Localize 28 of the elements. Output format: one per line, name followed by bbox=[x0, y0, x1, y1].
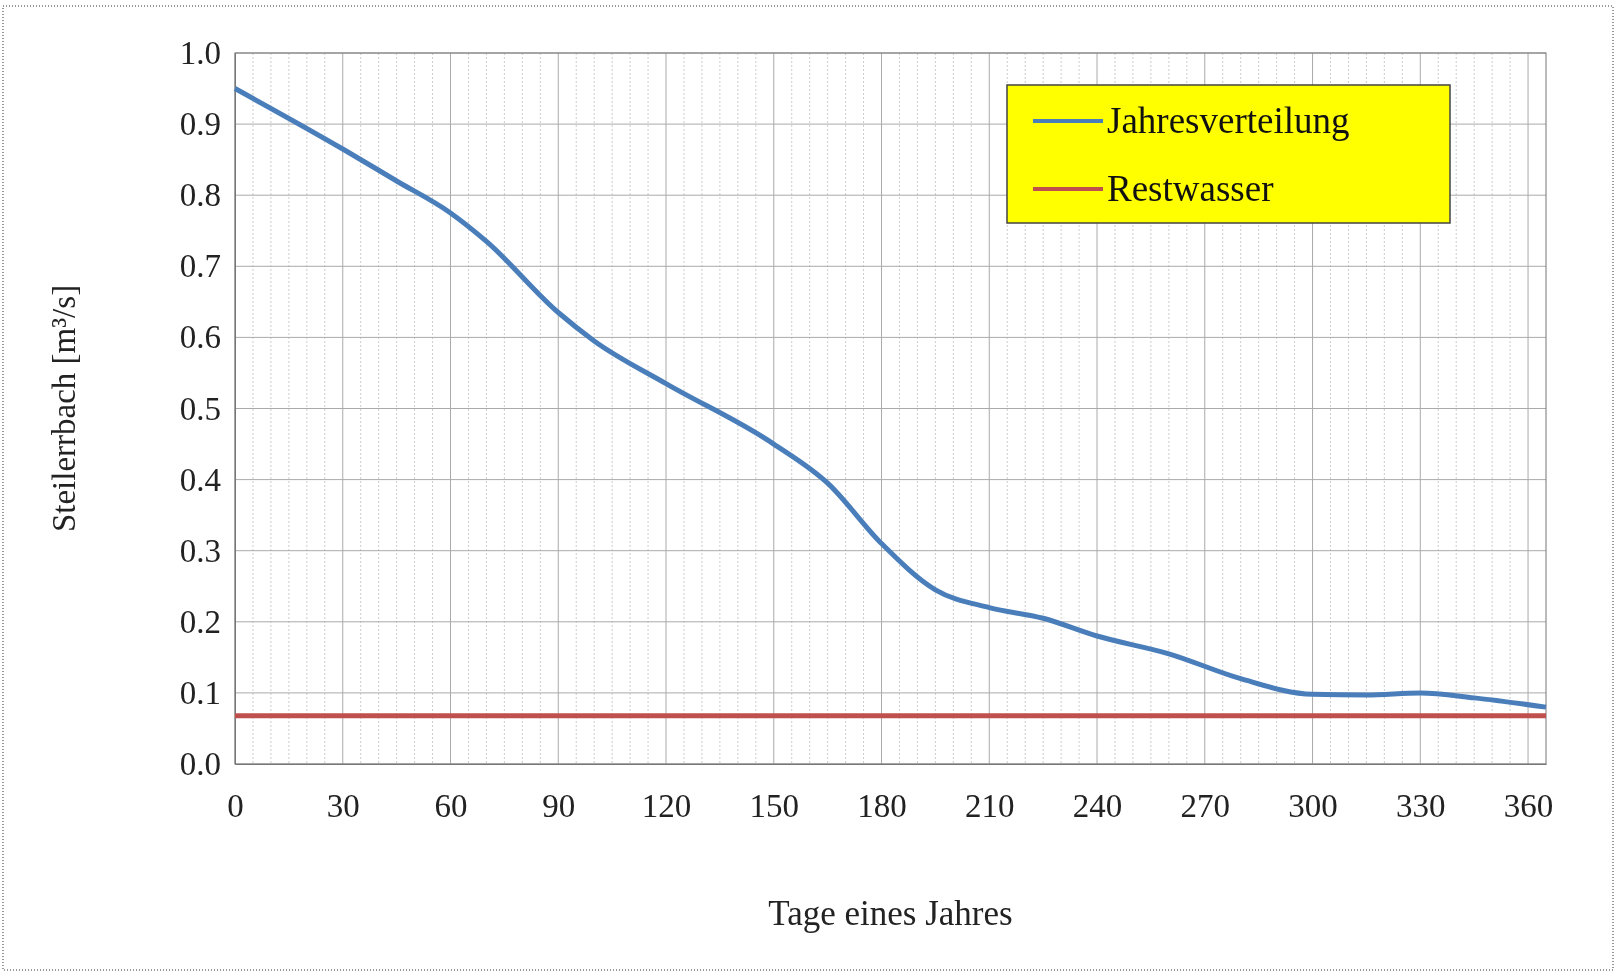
y-tick-label: 1.0 bbox=[179, 35, 221, 72]
x-tick-label: 150 bbox=[749, 788, 800, 825]
legend-label: Jahresverteilung bbox=[1107, 100, 1350, 141]
x-tick-label: 360 bbox=[1503, 788, 1554, 825]
x-tick-label: 330 bbox=[1396, 788, 1446, 825]
legend-label: Restwasser bbox=[1107, 168, 1274, 209]
y-tick-label: 0.4 bbox=[179, 461, 221, 498]
y-tick-label: 0.2 bbox=[179, 603, 221, 640]
x-tick-label: 60 bbox=[434, 788, 468, 825]
y-tick-label: 0.9 bbox=[179, 106, 221, 143]
y-tick-label: 0.6 bbox=[179, 319, 221, 356]
x-tick-label: 120 bbox=[641, 788, 692, 825]
y-tick-label: 0.1 bbox=[179, 674, 221, 711]
x-tick-label: 180 bbox=[857, 788, 907, 825]
y-tick-label: 0.7 bbox=[179, 248, 221, 285]
x-tick-label: 30 bbox=[326, 788, 360, 825]
x-tick-label: 300 bbox=[1288, 788, 1338, 825]
y-tick-label: 0.8 bbox=[179, 177, 221, 214]
y-tick-label: 0.3 bbox=[179, 532, 221, 569]
y-tick-label: 0.5 bbox=[179, 390, 221, 427]
x-tick-label: 90 bbox=[542, 788, 576, 825]
x-axis-title: Tage eines Jahres bbox=[768, 894, 1013, 933]
x-tick-label: 270 bbox=[1180, 788, 1231, 825]
x-tick-label: 210 bbox=[965, 788, 1015, 825]
y-axis-title: Steilerrbach [m³/s] bbox=[46, 284, 82, 533]
x-tick-label: 0 bbox=[227, 788, 244, 825]
x-tick-label: 240 bbox=[1072, 788, 1123, 825]
y-tick-label: 0.0 bbox=[179, 746, 221, 783]
